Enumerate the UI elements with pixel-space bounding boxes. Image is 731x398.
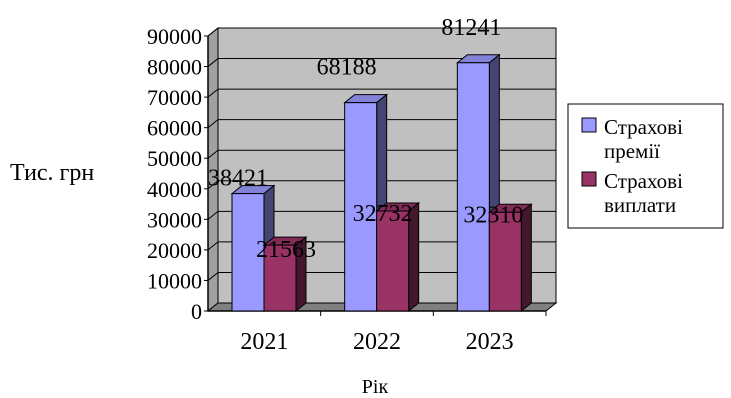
gridlines (207, 27, 556, 281)
data-label: 32310 (463, 202, 523, 228)
y-tick-label: 0 (191, 299, 202, 324)
bar-front-face (344, 102, 378, 312)
y-tick-label: 20000 (147, 238, 202, 263)
y-tick-label: 10000 (147, 268, 202, 293)
x-tick-label: 2022 (353, 329, 401, 355)
gridline (207, 88, 556, 98)
data-label: 38421 (208, 166, 268, 192)
y-tick-label: 50000 (147, 146, 202, 171)
legend-label-payouts: Страхові виплати (604, 169, 683, 217)
y-tick-labels: 0 10000 20000 30000 40000 50000 60000 70000 8000… (147, 24, 208, 324)
gridline (207, 27, 556, 37)
bar-front-face (488, 211, 522, 312)
legend-label-premiums: Страхові премії (604, 115, 683, 163)
bar-2023-series-1 (487, 203, 533, 313)
bar-front-face (263, 244, 297, 312)
data-label: 68188 (317, 55, 377, 81)
data-label: 32732 (353, 201, 413, 227)
bar-2021-series-1 (262, 236, 308, 313)
y-tick-label: 40000 (147, 177, 202, 202)
y-tick-label: 80000 (147, 55, 202, 80)
legend-swatch-premiums (581, 117, 597, 133)
bar-front-face (456, 62, 490, 312)
y-tick-label: 90000 (147, 24, 202, 49)
gridline (207, 58, 556, 67)
x-tick-label: 2021 (240, 329, 288, 355)
bar-2022-series-1 (375, 201, 421, 313)
gridline (207, 119, 556, 129)
data-label: 81241 (441, 15, 501, 41)
data-label: 21563 (256, 237, 316, 263)
gridline (207, 210, 556, 220)
x-tick-label: 2023 (466, 329, 514, 355)
legend-swatch-payouts (581, 171, 597, 187)
gridline (207, 241, 556, 251)
y-tick-label: 60000 (147, 116, 202, 141)
y-axis-label: Тис. грн (10, 160, 94, 186)
bars (230, 53, 533, 313)
x-tick-labels: 2021 2022 2023 (240, 311, 547, 355)
bar-front-face (376, 210, 410, 312)
y-tick-label: 30000 (147, 207, 202, 232)
gridline (207, 180, 556, 190)
gridline (207, 271, 556, 281)
x-axis-label: Рік (362, 376, 389, 398)
legend: Страхові премії Страхові виплати (567, 103, 724, 229)
data-labels: 38421 21563 68188 32732 81241 32310 (208, 15, 523, 263)
y-tick-label: 70000 (147, 85, 202, 110)
gridline (207, 149, 556, 159)
